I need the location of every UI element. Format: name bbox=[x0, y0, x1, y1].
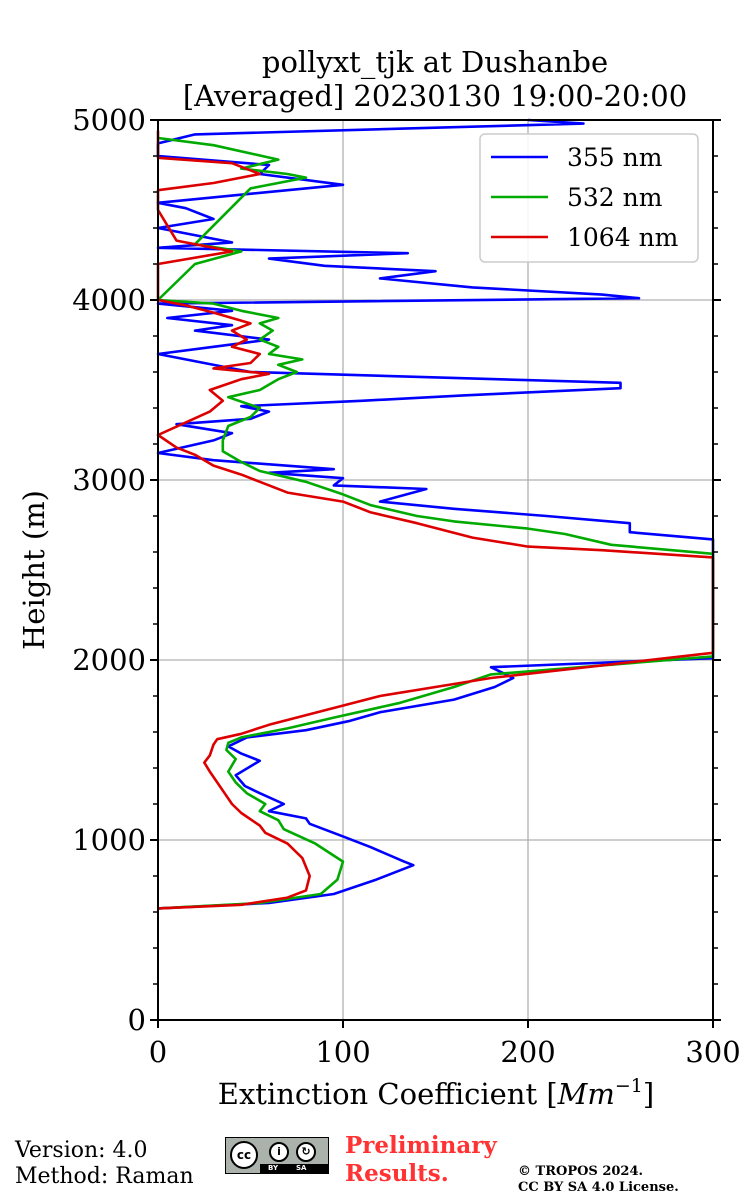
x-axis-label: Extinction Coefficient [Mm−1] bbox=[218, 1075, 654, 1111]
y-axis-label: Height (m) bbox=[17, 490, 51, 650]
cc-logo-icon: cc bbox=[230, 1141, 258, 1169]
legend-box bbox=[479, 133, 699, 263]
cc-license-badge: cc i ↻ BY SA bbox=[225, 1137, 329, 1174]
legend-label: 355 nm bbox=[567, 143, 663, 172]
y-tick-labels: 0 1000 2000 3000 4000 5000 bbox=[72, 103, 146, 1037]
chart-title-line1: pollyxt_tjk at Dushanbe bbox=[262, 45, 608, 80]
legend: 355 nm 532 nm 1064 nm bbox=[479, 133, 699, 263]
y-tick-label: 3000 bbox=[72, 463, 146, 497]
license-strip: BY SA bbox=[260, 1164, 328, 1173]
chart-title-line2: [Averaged] 20230130 19:00-20:00 bbox=[183, 79, 687, 113]
x-tick-label: 100 bbox=[315, 1035, 370, 1069]
copyright-line2: CC BY SA 4.0 License. bbox=[518, 1180, 679, 1195]
x-tick-label: 200 bbox=[500, 1035, 555, 1069]
x-axis-label-text: Extinction Coefficient [ bbox=[218, 1077, 558, 1111]
x-axis-label-close: ] bbox=[643, 1077, 654, 1111]
y-tick-label: 5000 bbox=[72, 103, 146, 137]
method-text: Method: Raman bbox=[15, 1164, 194, 1189]
preliminary-line1: Preliminary bbox=[345, 1132, 497, 1159]
version-text: Version: 4.0 bbox=[15, 1138, 148, 1163]
y-tick-label: 2000 bbox=[72, 643, 146, 677]
by-label: BY bbox=[268, 1164, 279, 1172]
sa-share-alike-icon: ↻ bbox=[296, 1142, 316, 1162]
series-line-355-nm bbox=[156, 118, 715, 910]
version-info: Version: 4.0 Method: Raman bbox=[15, 1138, 194, 1190]
y-tick-label: 0 bbox=[128, 1003, 146, 1037]
y-tick-label: 1000 bbox=[72, 823, 146, 857]
x-tick-labels: 0 100 200 300 bbox=[149, 1035, 741, 1069]
legend-label: 1064 nm bbox=[567, 223, 679, 252]
legend-label: 532 nm bbox=[567, 183, 663, 212]
copyright-notice: © TROPOS 2024. CC BY SA 4.0 License. bbox=[518, 1164, 679, 1196]
x-tick-label: 0 bbox=[149, 1035, 167, 1069]
series-line-532-nm bbox=[156, 136, 715, 910]
plot-frame bbox=[157, 119, 714, 1021]
copyright-line1: © TROPOS 2024. bbox=[518, 1164, 644, 1179]
preliminary-notice: Preliminary Results. bbox=[345, 1132, 497, 1188]
x-axis-label-exp: −1 bbox=[615, 1075, 643, 1097]
axis-ticks bbox=[150, 119, 721, 1028]
x-axis-label-unit: Mm bbox=[557, 1077, 615, 1111]
by-attribution-icon: i bbox=[269, 1142, 289, 1162]
y-tick-label: 4000 bbox=[72, 283, 146, 317]
sa-label: SA bbox=[296, 1164, 307, 1172]
x-tick-label: 300 bbox=[685, 1035, 740, 1069]
preliminary-line2: Results. bbox=[345, 1160, 449, 1187]
grid-lines bbox=[158, 120, 713, 1020]
